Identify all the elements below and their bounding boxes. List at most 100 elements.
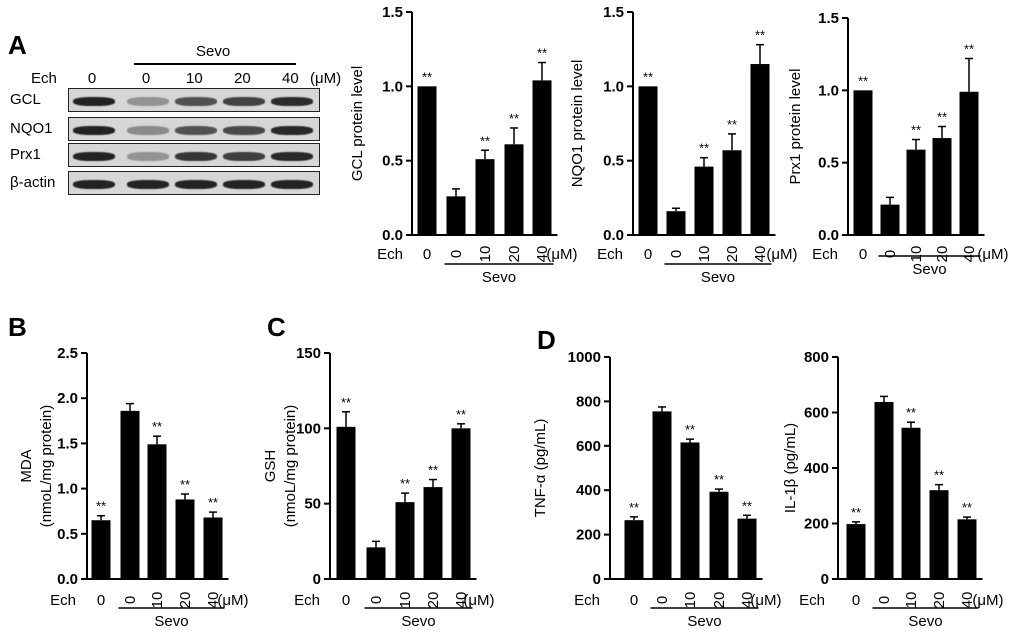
significance-mark: **	[742, 498, 752, 513]
y-tick-label: 600	[804, 405, 829, 422]
x-axis-label: Ech	[812, 246, 838, 263]
blot-unit: (μM)	[310, 70, 342, 87]
bar	[423, 487, 443, 579]
bar	[880, 204, 900, 235]
significance-mark: **	[962, 500, 972, 515]
blot-band	[127, 97, 169, 106]
x-tick-label: 10	[149, 592, 166, 609]
y-axis-label: IL-1β (pg/mL)	[782, 423, 799, 513]
unit-label: (μM)	[546, 246, 577, 263]
blot-lane-label: 0	[141, 70, 151, 87]
x-tick-label: 0	[644, 246, 652, 263]
bar	[957, 519, 977, 579]
x-tick-label: 0	[423, 246, 431, 263]
blot-strip	[68, 117, 320, 141]
x-axis-label: Ech	[294, 592, 320, 609]
y-tick-label: 200	[804, 516, 829, 533]
bar	[959, 91, 979, 235]
x-tick-label: 0	[654, 596, 671, 604]
bar	[906, 149, 926, 235]
x-tick-label: 10	[696, 246, 713, 263]
y-tick-label: 0.5	[382, 153, 403, 170]
y-tick-label: 0	[313, 571, 321, 588]
y-tick-label: 1.5	[603, 4, 624, 21]
bar	[901, 427, 921, 579]
blot-band	[271, 97, 313, 106]
blot-band	[223, 180, 265, 189]
group-label: Sevo	[908, 613, 942, 630]
x-axis-label: Ech	[799, 592, 825, 609]
bar	[475, 159, 495, 235]
y-tick-label: 0.5	[57, 526, 78, 543]
y-tick-label: 0	[821, 571, 829, 588]
x-axis-label: Ech	[377, 246, 403, 263]
bar	[203, 517, 223, 579]
x-tick-label: 0	[448, 250, 465, 258]
blot-band	[127, 126, 169, 135]
y-tick-label: 0.0	[818, 227, 839, 244]
significance-mark: **	[456, 407, 466, 422]
y-tick-label: 1.5	[57, 435, 78, 452]
significance-mark: **	[858, 73, 868, 88]
significance-mark: **	[341, 395, 351, 410]
group-label: Sevo	[482, 269, 516, 286]
x-tick-label: 10	[397, 592, 414, 609]
blot-band	[271, 126, 313, 135]
x-tick-label: 40	[959, 592, 976, 609]
y-tick-label: 100	[296, 420, 321, 437]
x-tick-label: 20	[177, 592, 194, 609]
significance-mark: **	[714, 472, 724, 487]
significance-mark: **	[755, 28, 765, 43]
blot-band	[73, 152, 115, 161]
bar	[504, 144, 524, 235]
x-tick-label: 0	[882, 250, 899, 258]
y-tick-label: 400	[576, 482, 601, 499]
x-tick-label: 0	[668, 250, 685, 258]
bar	[666, 211, 686, 235]
blot-row-label: GCL	[10, 91, 41, 108]
y-tick-label: 200	[576, 527, 601, 544]
x-tick-label: 20	[506, 246, 523, 263]
bar	[694, 166, 714, 235]
y-tick-label: 1.0	[603, 78, 624, 95]
y-tick-label: 0	[593, 571, 601, 588]
significance-mark: **	[180, 477, 190, 492]
x-tick-label: 10	[903, 592, 920, 609]
x-tick-label: 40	[752, 246, 769, 263]
blot-band	[271, 152, 313, 161]
panel-letter-c: C	[267, 312, 286, 342]
x-tick-label: 40	[534, 246, 551, 263]
unit-label: (μM)	[972, 592, 1003, 609]
bar	[652, 411, 672, 579]
y-tick-label: 1.0	[382, 78, 403, 95]
y-axis-label: GSH	[262, 450, 279, 483]
bar	[846, 524, 866, 579]
y-tick-label: 50	[304, 496, 321, 513]
y-axis-label: NQO1 protein level	[569, 60, 586, 188]
unit-label: (μM)	[766, 246, 797, 263]
significance-mark: **	[400, 476, 410, 491]
blot-ech-label: Ech	[31, 70, 57, 87]
group-label: Sevo	[687, 613, 721, 630]
panel-letter-b: B	[8, 312, 27, 342]
bar	[91, 520, 111, 579]
bar	[451, 428, 471, 579]
significance-mark: **	[428, 463, 438, 478]
significance-mark: **	[937, 110, 947, 125]
bar	[853, 90, 873, 235]
bar	[750, 64, 770, 236]
significance-mark: **	[152, 419, 162, 434]
bar	[680, 442, 700, 579]
blot-band	[73, 97, 115, 106]
y-tick-label: 0.0	[603, 227, 624, 244]
x-tick-label: 0	[97, 592, 105, 609]
bar	[120, 410, 140, 579]
significance-mark: **	[537, 46, 547, 61]
blot-strip	[68, 88, 320, 112]
x-tick-label: 40	[739, 592, 756, 609]
bar	[932, 138, 952, 235]
y-tick-label: 150	[296, 345, 321, 362]
y-axis-label: GCL protein level	[349, 66, 366, 181]
